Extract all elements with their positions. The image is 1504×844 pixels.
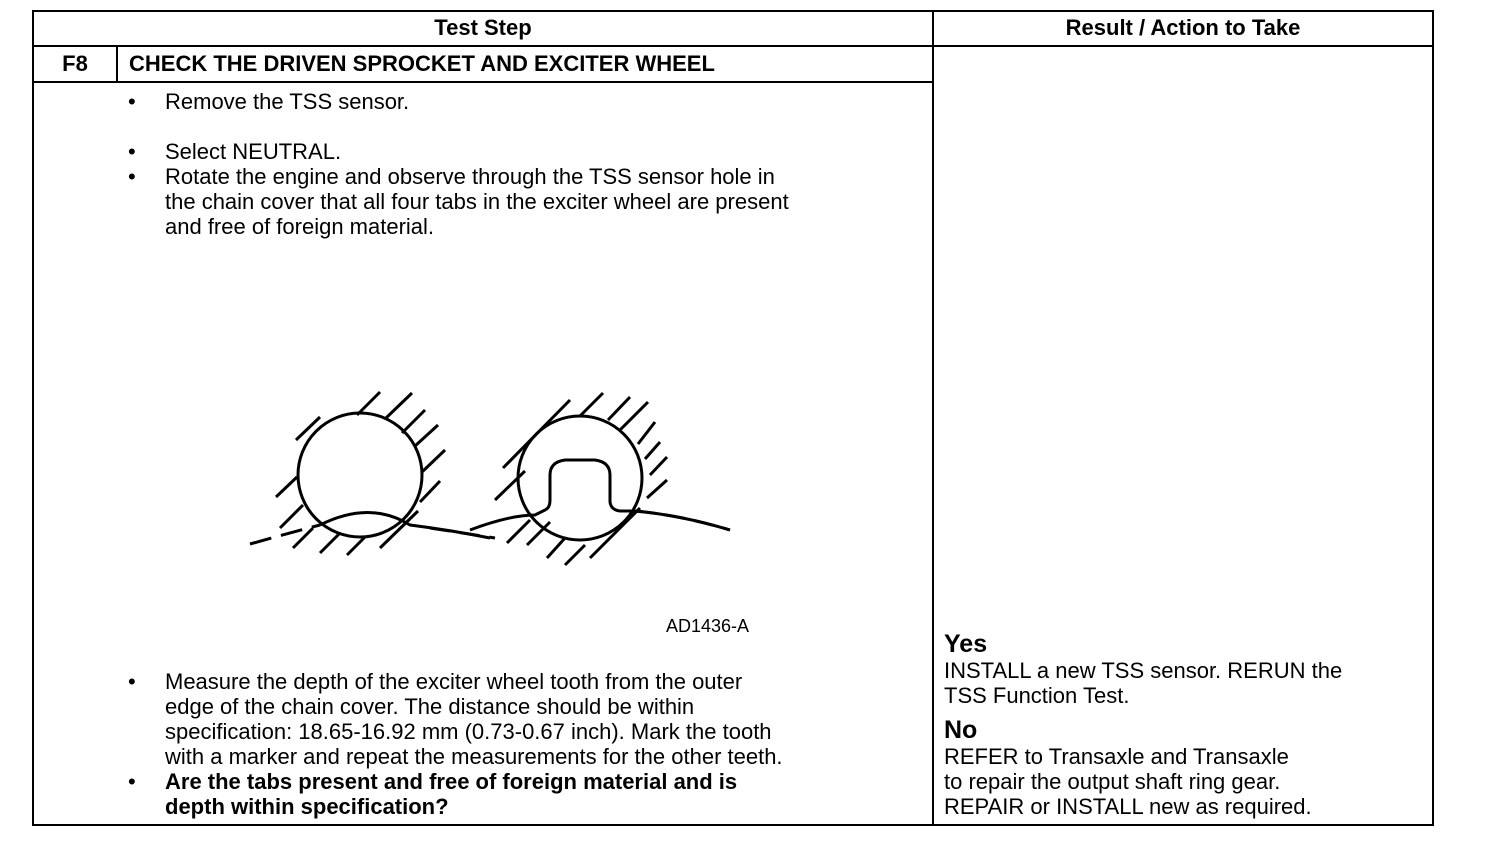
step-id-divider [116, 45, 118, 82]
step-question: Are the tabs present and free of foreign… [165, 769, 738, 819]
step-instruction: Measure the depth of the exciter wheel t… [165, 669, 783, 769]
step-instruction: Select NEUTRAL. [165, 139, 342, 164]
bullet-icon: • [128, 139, 136, 164]
exciter-wheel-figure [249, 390, 731, 567]
header-result: Result / Action to Take [1065, 15, 1301, 40]
step-id: F8 [62, 51, 88, 76]
step-instruction: Remove the TSS sensor. [165, 89, 410, 114]
step-row-divider [32, 81, 934, 83]
result-yes-label: Yes [944, 630, 988, 658]
table-outer [32, 10, 1434, 826]
bullet-icon: • [128, 769, 136, 794]
result-no-text: REFER to Transaxle and Transaxle to repa… [944, 744, 1312, 819]
step-title: CHECK THE DRIVEN SPROCKET AND EXCITER WH… [129, 51, 715, 76]
header-test-step: Test Step [434, 15, 532, 40]
header-divider [32, 45, 1434, 47]
result-no-label: No [944, 716, 978, 744]
bullet-icon: • [128, 164, 136, 189]
column-divider [932, 10, 934, 826]
bullet-icon: • [128, 89, 136, 114]
bullet-icon: • [128, 669, 136, 694]
result-yes-text: INSTALL a new TSS sensor. RERUN the TSS … [944, 658, 1343, 708]
step-instruction: Rotate the engine and observe through th… [165, 164, 789, 239]
figure-label: AD1436-A [666, 616, 750, 636]
